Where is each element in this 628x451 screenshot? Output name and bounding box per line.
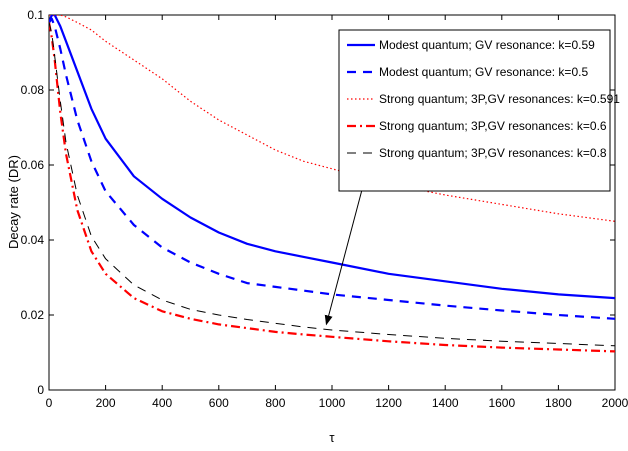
y-tick-label: 0.06 (21, 158, 45, 172)
legend-label-2: Modest quantum; GV resonance: k=0.5 (379, 65, 588, 79)
x-tick-label: 2000 (602, 396, 628, 410)
x-tick-label: 1800 (545, 396, 572, 410)
series-line-5 (49, 22, 615, 347)
x-tick-label: 1000 (319, 396, 346, 410)
x-tick-label: 600 (209, 396, 229, 410)
series-line-1 (49, 15, 615, 300)
x-tick-label: 400 (152, 396, 172, 410)
x-tick-label: 1600 (488, 396, 515, 410)
x-tick-label: 800 (265, 396, 285, 410)
x-tick-label: 1400 (432, 396, 459, 410)
x-tick-label: 0 (46, 396, 53, 410)
y-axis-title: Decay rate (DR) (6, 155, 21, 249)
legend-box (338, 29, 611, 192)
legend: Modest quantum; GV resonance: k=0.59 Mode… (338, 29, 620, 192)
y-axis: 0 0.02 0.04 0.06 0.08 0.1 (21, 8, 615, 397)
legend-label-5: Strong quantum; 3P,GV resonances: k=0.8 (379, 146, 607, 160)
x-tick-label: 1200 (375, 396, 402, 410)
x-axis: 0 200 400 600 800 1000 1200 1400 1600 1800 2000 (46, 15, 628, 410)
x-tick-label: 200 (96, 396, 116, 410)
y-tick-label: 0.04 (21, 233, 45, 247)
legend-label-3: Strong quantum; 3P,GV resonances: k=0.59… (379, 92, 620, 106)
legend-label-1: Modest quantum; GV resonance: k=0.59 (379, 38, 595, 52)
series-line-4 (49, 22, 615, 353)
legend-label-4: Strong quantum; 3P,GV resonances: k=0.6 (379, 119, 607, 133)
y-tick-label: 0.02 (21, 308, 45, 322)
y-tick-label: 0.08 (21, 83, 45, 97)
y-tick-label: 0 (37, 383, 44, 397)
series-line-3 (49, 15, 615, 222)
y-tick-label: 0.1 (27, 8, 44, 22)
series-lines (49, 15, 615, 353)
x-axis-title: τ (329, 430, 335, 445)
